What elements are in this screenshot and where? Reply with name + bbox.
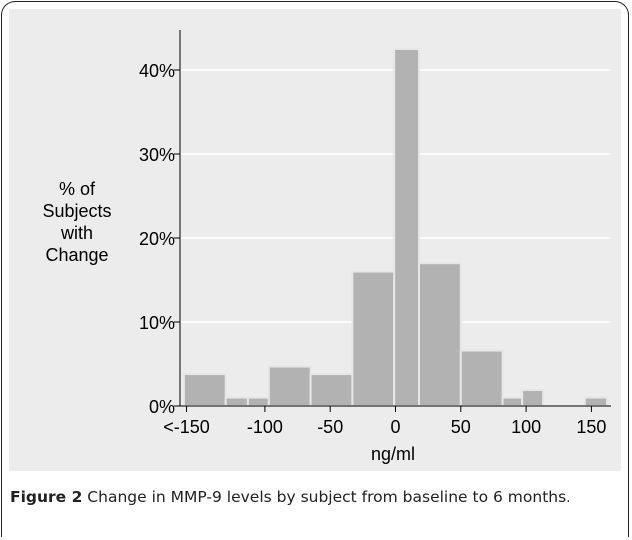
x-tick-label: <-150 [163, 417, 210, 437]
y-axis-label: % of Subjects with Change [42, 179, 111, 265]
histogram-chart: 0% 10% 20% 30% 40% <-150 -100 -50 0 50 100 150 ng/ml… [42, 30, 611, 464]
histogram-bar [224, 396, 249, 408]
histogram-bar [309, 373, 354, 407]
y-tick-label: 10% [139, 313, 175, 333]
x-tick-label: -100 [247, 417, 283, 437]
y-tick-label: 20% [139, 229, 175, 249]
histogram-bar [246, 396, 270, 408]
histogram-bar [583, 396, 609, 408]
figure-caption: Figure 2 Change in MMP-9 levels by subje… [10, 486, 616, 510]
histogram-bar [182, 373, 227, 407]
histogram-bar [459, 349, 504, 407]
y-axis-label-line: with [60, 223, 93, 243]
y-axis-label-line: Change [45, 245, 108, 265]
y-axis-label-line: Subjects [42, 201, 111, 221]
caption-period: . [566, 491, 571, 506]
x-tick-label: 50 [451, 417, 471, 437]
histogram-bar [521, 389, 545, 408]
histogram-bar [267, 365, 312, 407]
histogram-bar [418, 262, 462, 408]
y-axis-label-line: % of [59, 179, 96, 199]
x-tick-label: 0 [390, 417, 400, 437]
histogram-bar [351, 270, 396, 407]
x-tick-label: -50 [317, 417, 343, 437]
caption-text: Change in MMP-9 levels by subject from b… [82, 488, 567, 506]
x-tick-label: 150 [576, 417, 606, 437]
histogram-bar [501, 396, 524, 408]
y-tick-label: 30% [139, 145, 175, 165]
histogram-bar [393, 48, 421, 407]
x-tick-label: 100 [511, 417, 541, 437]
caption-label: Figure 2 [10, 488, 83, 506]
x-axis-label: ng/ml [371, 444, 415, 464]
y-tick-label: 0% [149, 397, 175, 417]
y-tick-label: 40% [139, 61, 175, 81]
